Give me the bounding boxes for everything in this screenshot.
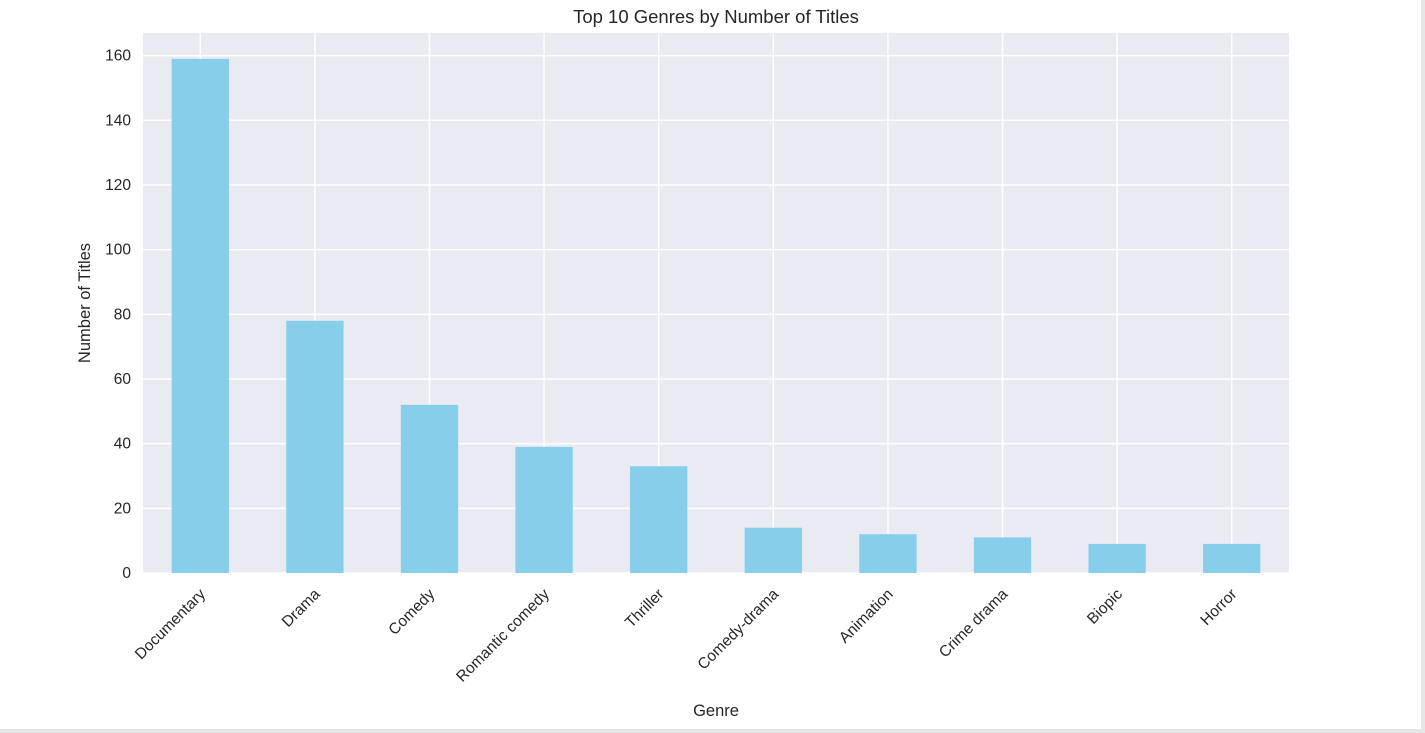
x-tick-label: Crime drama [936, 586, 1012, 662]
x-tick-label: Biopic [1084, 586, 1126, 628]
y-axis-label: Number of Titles [76, 243, 94, 363]
bar-documentary [171, 58, 229, 573]
x-tick-label: Romantic comedy [453, 586, 553, 686]
x-tick-label: Animation [836, 586, 897, 647]
bar-animation [859, 534, 917, 573]
x-axis-label: Genre [693, 702, 739, 720]
x-tick-label: Drama [279, 586, 324, 631]
bars [171, 58, 1261, 573]
bar-crime-drama [973, 537, 1032, 573]
y-tick-label: 40 [114, 436, 132, 453]
bar-biopic [1088, 543, 1146, 573]
y-tick-label: 0 [122, 565, 131, 582]
x-tick-label: Comedy-drama [695, 586, 783, 674]
y-tick-label: 100 [105, 242, 131, 259]
y-tick-label: 140 [105, 112, 131, 129]
bar-thriller [630, 466, 688, 573]
x-tick-label: Documentary [132, 586, 209, 663]
bar-horror [1203, 543, 1261, 573]
y-tick-label: 80 [114, 306, 132, 323]
bar-comedy [400, 404, 459, 573]
y-tick-label: 120 [105, 177, 131, 194]
y-tick-label: 20 [114, 500, 132, 517]
bar-romantic-comedy [515, 446, 573, 573]
y-tick-label: 60 [114, 371, 132, 388]
chart-title: Top 10 Genres by Number of Titles [573, 6, 859, 27]
bar-comedy-drama [744, 527, 802, 573]
x-tick-label: Comedy [385, 586, 438, 639]
x-tick-label: Thriller [622, 586, 668, 632]
x-axis-ticks: Documentary Drama Comedy Romantic comedy Thr… [132, 586, 1241, 686]
x-tick-label: Horror [1197, 586, 1240, 629]
y-axis-ticks: 0 20 40 60 80 100 120 140 160 [105, 48, 131, 582]
y-tick-label: 160 [105, 48, 131, 65]
bar-drama [286, 320, 344, 573]
